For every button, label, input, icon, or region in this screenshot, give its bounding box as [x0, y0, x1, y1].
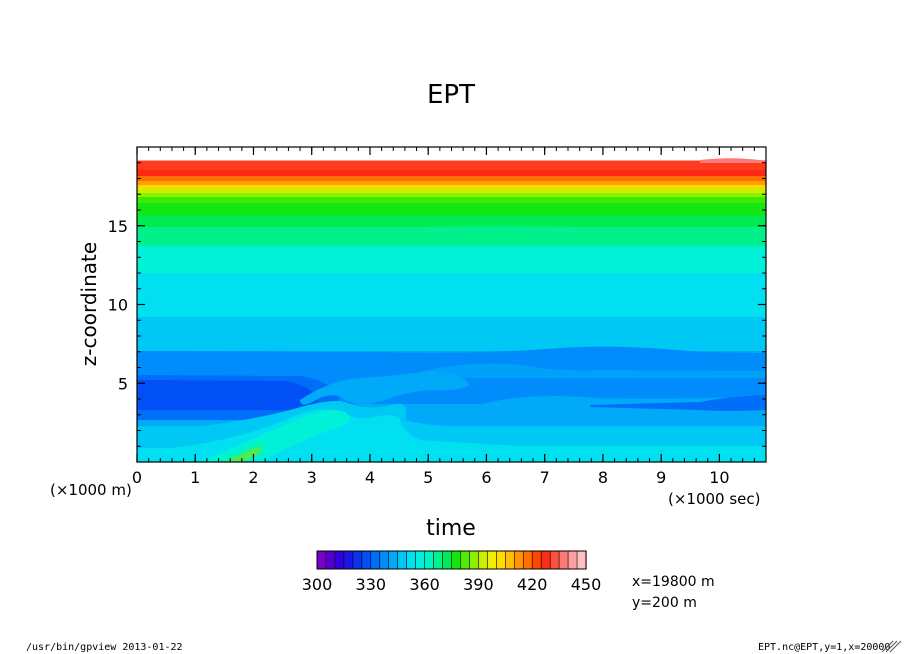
- colorbar-swatch: [549, 550, 560, 570]
- colorbar-swatch: [343, 550, 354, 570]
- colorbar-swatch: [540, 550, 551, 570]
- colorbar-swatch: [361, 550, 372, 570]
- colorbar-swatch: [370, 550, 381, 570]
- x-tick-label: 1: [190, 468, 200, 487]
- colorbar-swatch: [567, 550, 578, 570]
- colorbar-tick-label: 360: [409, 575, 440, 594]
- colorbar-swatch: [504, 550, 515, 570]
- x-tick-label: 3: [307, 468, 317, 487]
- x-axis-label: time: [426, 516, 476, 541]
- colorbar-swatch: [415, 550, 426, 570]
- colorbar-swatch: [406, 550, 417, 570]
- colorbar-labels: 300 330 360 390 420 450: [302, 575, 602, 594]
- x-tick-label: 9: [656, 468, 666, 487]
- annotation-x: x=19800 m: [632, 574, 715, 590]
- colorbar-swatch: [522, 550, 533, 570]
- colorbar-swatch: [487, 550, 497, 570]
- x-tick-label: 7: [540, 468, 550, 487]
- footer-left: /usr/bin/gpview 2013-01-22: [26, 642, 183, 653]
- colorbar-swatch: [424, 550, 435, 570]
- y-unit-note: (×1000 m): [50, 481, 132, 499]
- colorbar-swatch: [352, 550, 363, 570]
- x-tick-label: 2: [248, 468, 258, 487]
- colorbar-swatch: [531, 550, 542, 570]
- y-tick-label: 5: [118, 374, 128, 393]
- colorbar-swatch: [451, 550, 462, 570]
- x-tick-label: 6: [481, 468, 491, 487]
- colorbar-swatch: [558, 550, 569, 570]
- y-axis-label: z-coordinate: [77, 242, 101, 366]
- colorbar-swatch: [576, 550, 587, 570]
- colorbar-swatch: [478, 550, 488, 570]
- y-axis: 5 10 15: [108, 162, 766, 447]
- colorbar-tick-label: 300: [302, 575, 333, 594]
- plot-field: [137, 147, 766, 462]
- colorbar-swatch: [460, 550, 471, 570]
- x-tick-label: 0: [132, 468, 142, 487]
- colorbar-swatch: [325, 550, 336, 570]
- colorbar-swatch: [496, 550, 506, 570]
- x-tick-label: 10: [709, 468, 729, 487]
- x-tick-label: 8: [598, 468, 608, 487]
- colorbar-swatch: [469, 550, 479, 570]
- colorbar-tick-label: 390: [463, 575, 494, 594]
- colorbar-swatch: [513, 550, 524, 570]
- annotation-y: y=200 m: [632, 595, 697, 611]
- colorbar-swatch: [379, 550, 390, 570]
- x-unit-note: (×1000 sec): [668, 490, 761, 508]
- x-axis: 0 1 2 3 4 5 6 7 8 9 10: [132, 147, 767, 487]
- colorbar-tick-label: 450: [571, 575, 602, 594]
- y-tick-label: 15: [108, 217, 128, 236]
- colorbar-tick-label: 420: [517, 575, 548, 594]
- colorbar-frame: [316, 550, 587, 570]
- colorbar-swatch: [397, 550, 408, 570]
- chart-title: EPT: [427, 80, 475, 110]
- colorbar: [316, 550, 587, 570]
- colorbar-swatch: [442, 550, 453, 570]
- y-tick-label: 10: [108, 296, 128, 315]
- colorbar-tick-label: 330: [356, 575, 387, 594]
- resize-grip-icon[interactable]: [881, 640, 902, 653]
- x-tick-label: 4: [365, 468, 375, 487]
- x-tick-label: 5: [423, 468, 433, 487]
- colorbar-swatch: [316, 550, 327, 570]
- colorbar-swatch: [388, 550, 399, 570]
- colorbar-swatch: [334, 550, 345, 570]
- footer-right: EPT.nc@EPT,y=1,x=20000: [758, 642, 890, 653]
- colorbar-swatch: [433, 550, 444, 570]
